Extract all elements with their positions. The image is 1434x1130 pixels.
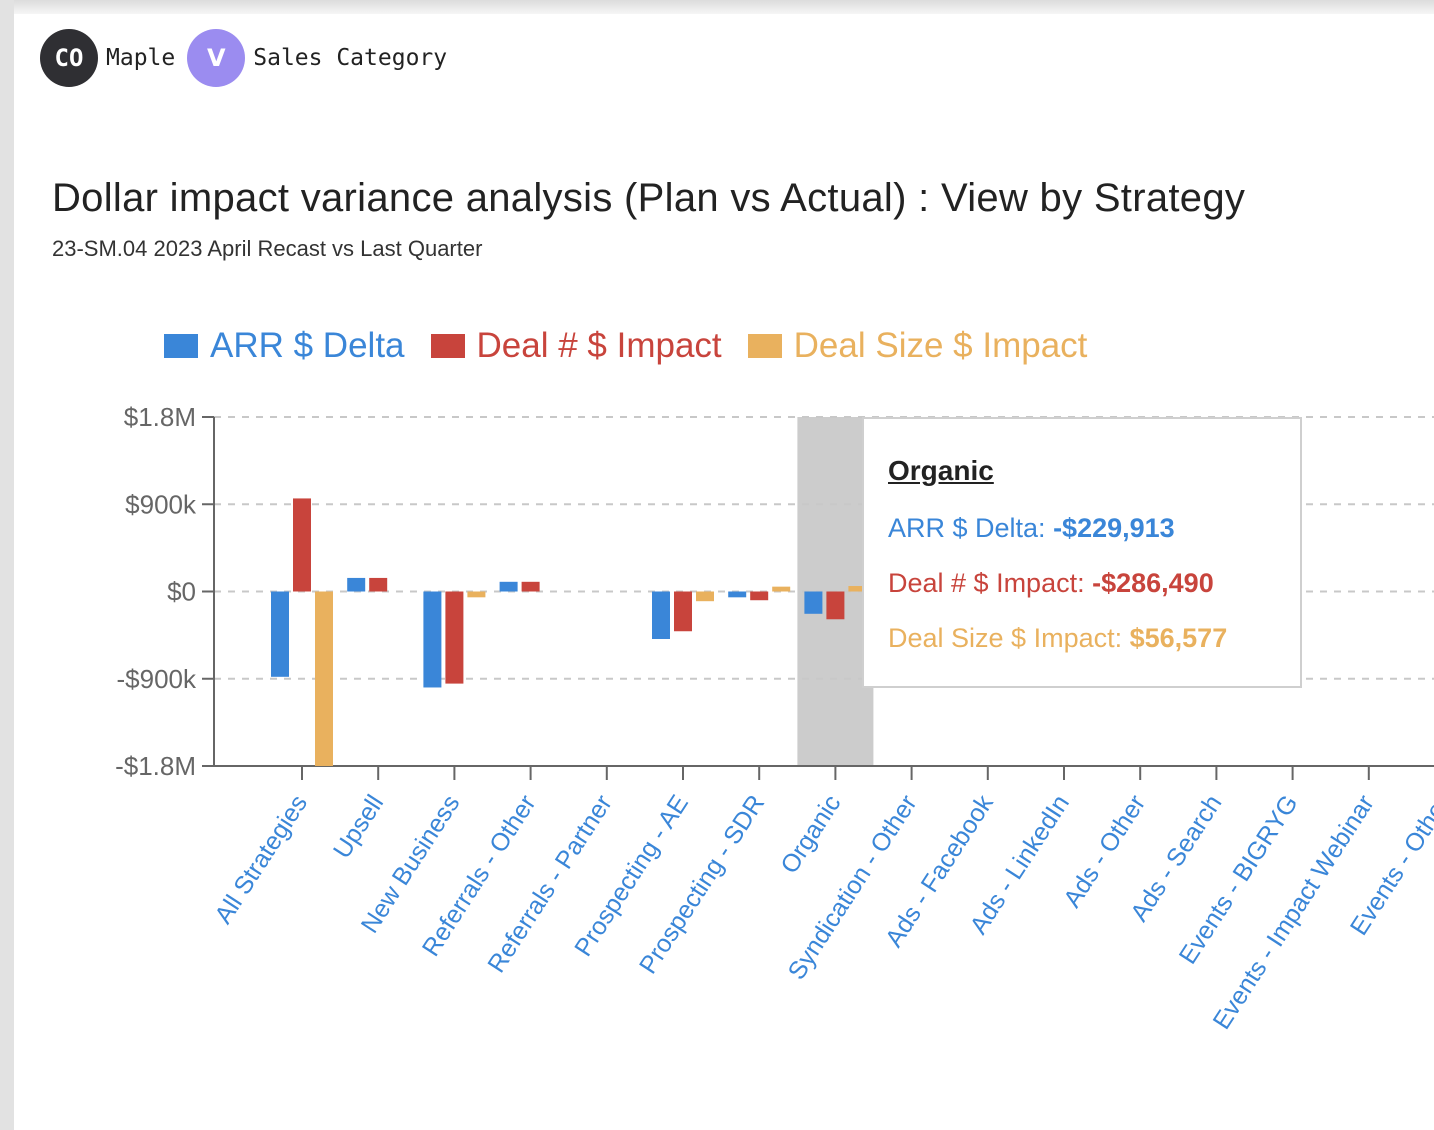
- y-tick-label: -$1.8M: [115, 751, 196, 781]
- bar: [804, 591, 823, 614]
- tooltip-label-deal-size: Deal Size $ Impact:: [888, 623, 1130, 653]
- tooltip-label-arr: ARR $ Delta:: [888, 513, 1054, 543]
- tooltip-row-deal-num: Deal # $ Impact: -$286,490: [888, 568, 1214, 599]
- bar: [521, 581, 540, 592]
- bar: [728, 591, 747, 598]
- bar: [293, 498, 311, 592]
- tooltip-label-deal-num: Deal # $ Impact:: [888, 568, 1093, 598]
- tooltip: Organic ARR $ Delta: -$229,913 Deal # $ …: [862, 417, 1302, 688]
- legend-item-arr[interactable]: ARR $ Delta: [164, 326, 405, 366]
- bar: [315, 591, 333, 766]
- view-avatar[interactable]: V: [187, 29, 246, 87]
- bar: [499, 581, 518, 592]
- bar: [674, 591, 692, 632]
- y-tick-label: -$900k: [117, 664, 197, 694]
- legend-swatch-arr: [164, 334, 198, 358]
- bar: [271, 591, 289, 677]
- legend-label-arr: ARR $ Delta: [210, 326, 405, 365]
- legend-item-deal-num[interactable]: Deal # $ Impact: [430, 326, 722, 366]
- company-avatar[interactable]: CO: [40, 29, 98, 87]
- bar: [696, 591, 714, 602]
- company-tag-label: Maple: [106, 45, 176, 71]
- chart-title: Dollar impact variance analysis (Plan vs…: [52, 176, 1246, 220]
- bar: [750, 591, 769, 601]
- tooltip-value-deal-size: $56,577: [1129, 623, 1228, 653]
- bar: [347, 577, 366, 592]
- window-frame-left: [0, 0, 14, 1130]
- filter-tags: CO Maple V Sales Category: [40, 28, 447, 88]
- bar: [467, 591, 486, 598]
- tooltip-title: Organic: [888, 455, 994, 486]
- bar: [652, 591, 670, 640]
- bar: [848, 586, 867, 592]
- tooltip-row-arr: ARR $ Delta: -$229,913: [888, 513, 1175, 544]
- window-frame-top: [0, 0, 1434, 14]
- bar: [826, 591, 845, 620]
- x-tick-label: Organic: [775, 790, 846, 879]
- legend-item-deal-size[interactable]: Deal Size $ Impact: [747, 326, 1088, 366]
- tooltip-value-arr: -$229,913: [1053, 513, 1175, 543]
- view-tag-label: Sales Category: [253, 45, 448, 71]
- bar: [445, 591, 464, 684]
- tooltip-row-deal-size: Deal Size $ Impact: $56,577: [888, 623, 1227, 654]
- bar: [423, 591, 442, 688]
- chart-legend: ARR $ Delta Deal # $ Impact Deal Size $ …: [164, 326, 1113, 366]
- x-tick-label: Upsell: [328, 790, 389, 864]
- legend-swatch-deal-size: [747, 334, 782, 358]
- legend-swatch-deal-num: [430, 334, 465, 358]
- tooltip-value-deal-num: -$286,490: [1092, 568, 1214, 598]
- bar: [772, 586, 791, 592]
- chart-subtitle: 23-SM.04 2023 April Recast vs Last Quart…: [52, 236, 483, 261]
- y-tick-label: $900k: [125, 489, 197, 519]
- x-tick-label: All Strategies: [209, 790, 313, 929]
- y-tick-label: $1.8M: [124, 402, 196, 432]
- bar: [369, 577, 388, 592]
- y-tick-label: $0: [167, 577, 196, 607]
- legend-label-deal-num: Deal # $ Impact: [476, 326, 722, 365]
- legend-label-deal-size: Deal Size $ Impact: [793, 326, 1088, 365]
